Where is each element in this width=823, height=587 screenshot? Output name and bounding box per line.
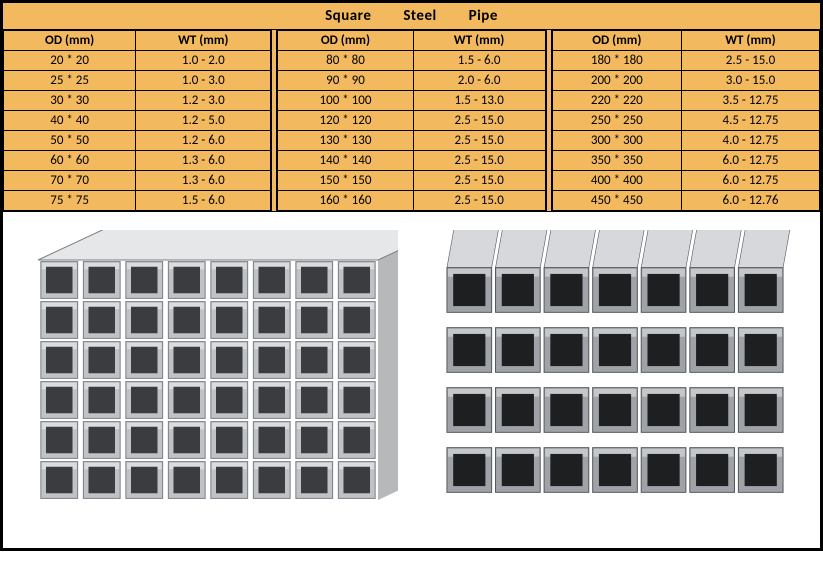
- table-row: 25 * 251.0 - 3.0: [4, 71, 271, 91]
- cell-od: 180 * 180: [552, 51, 681, 71]
- cell-od: 150 * 150: [278, 171, 413, 191]
- table-row: 70 * 701.3 - 6.0: [4, 171, 271, 191]
- spec-subtable: OD (mm)WT (mm)80 * 801.5 - 6.090 * 902.0…: [277, 30, 545, 211]
- cell-od: 20 * 20: [4, 51, 136, 71]
- cell-wt: 4.5 - 12.75: [681, 111, 819, 131]
- cell-od: 75 * 75: [4, 191, 136, 211]
- spec-subtable: OD (mm)WT (mm)20 * 201.0 - 2.025 * 251.0…: [3, 30, 271, 211]
- cell-wt: 2.5 - 15.0: [413, 111, 545, 131]
- table-row: 80 * 801.5 - 6.0: [278, 51, 545, 71]
- column-header-od: OD (mm): [552, 31, 681, 51]
- cell-wt: 2.5 - 15.0: [413, 151, 545, 171]
- pipe-stack-side-illustration: [18, 230, 398, 530]
- cell-wt: 2.5 - 15.0: [413, 131, 545, 151]
- column-header-wt: WT (mm): [681, 31, 819, 51]
- cell-wt: 1.3 - 6.0: [136, 151, 271, 171]
- table-row: 20 * 201.0 - 2.0: [4, 51, 271, 71]
- title-word: Square: [325, 7, 371, 25]
- cell-wt: 1.3 - 6.0: [136, 171, 271, 191]
- cell-od: 90 * 90: [278, 71, 413, 91]
- cell-od: 25 * 25: [4, 71, 136, 91]
- cell-od: 140 * 140: [278, 151, 413, 171]
- cell-od: 130 * 130: [278, 131, 413, 151]
- table-row: 220 * 2203.5 - 12.75: [552, 91, 819, 111]
- table-row: 130 * 1302.5 - 15.0: [278, 131, 545, 151]
- cell-od: 250 * 250: [552, 111, 681, 131]
- cell-wt: 1.2 - 3.0: [136, 91, 271, 111]
- column-header-wt: WT (mm): [136, 31, 271, 51]
- column-header-od: OD (mm): [278, 31, 413, 51]
- table-row: 160 * 1602.5 - 15.0: [278, 191, 545, 211]
- cell-wt: 1.2 - 6.0: [136, 131, 271, 151]
- table-row: 60 * 601.3 - 6.0: [4, 151, 271, 171]
- table-row: 200 * 2003.0 - 15.0: [552, 71, 819, 91]
- table-row: 250 * 2504.5 - 12.75: [552, 111, 819, 131]
- cell-wt: 1.5 - 13.0: [413, 91, 545, 111]
- cell-od: 300 * 300: [552, 131, 681, 151]
- table-row: 90 * 902.0 - 6.0: [278, 71, 545, 91]
- cell-od: 160 * 160: [278, 191, 413, 211]
- table-row: 120 * 1202.5 - 15.0: [278, 111, 545, 131]
- cell-od: 80 * 80: [278, 51, 413, 71]
- cell-od: 100 * 100: [278, 91, 413, 111]
- cell-od: 30 * 30: [4, 91, 136, 111]
- table-row: 300 * 3004.0 - 12.75: [552, 131, 819, 151]
- cell-wt: 2.5 - 15.0: [413, 171, 545, 191]
- cell-od: 350 * 350: [552, 151, 681, 171]
- cell-wt: 2.5 - 15.0: [681, 51, 819, 71]
- table-row: 400 * 4006.0 - 12.75: [552, 171, 819, 191]
- spec-sheet: Square Steel Pipe OD (mm)WT (mm)20 * 201…: [0, 0, 823, 551]
- cell-wt: 6.0 - 12.75: [681, 151, 819, 171]
- cell-od: 50 * 50: [4, 131, 136, 151]
- table-row: 100 * 1001.5 - 13.0: [278, 91, 545, 111]
- cell-wt: 1.5 - 6.0: [413, 51, 545, 71]
- table-row: 350 * 3506.0 - 12.75: [552, 151, 819, 171]
- title-word: Pipe: [469, 7, 498, 25]
- cell-od: 200 * 200: [552, 71, 681, 91]
- cell-od: 40 * 40: [4, 111, 136, 131]
- table-row: 50 * 501.2 - 6.0: [4, 131, 271, 151]
- column-header-od: OD (mm): [4, 31, 136, 51]
- cell-wt: 3.5 - 12.75: [681, 91, 819, 111]
- cell-wt: 1.0 - 2.0: [136, 51, 271, 71]
- cell-wt: 1.0 - 3.0: [136, 71, 271, 91]
- pipe-stack-end-illustration: [425, 230, 805, 530]
- table-row: 40 * 401.2 - 5.0: [4, 111, 271, 131]
- spec-subtable: OD (mm)WT (mm)180 * 1802.5 - 15.0200 * 2…: [552, 30, 820, 211]
- cell-wt: 1.5 - 6.0: [136, 191, 271, 211]
- table-row: 180 * 1802.5 - 15.0: [552, 51, 819, 71]
- cell-od: 120 * 120: [278, 111, 413, 131]
- table-row: 150 * 1502.5 - 15.0: [278, 171, 545, 191]
- table-row: 450 * 4506.0 - 12.76: [552, 191, 819, 211]
- cell-wt: 3.0 - 15.0: [681, 71, 819, 91]
- cell-od: 60 * 60: [4, 151, 136, 171]
- cell-wt: 1.2 - 5.0: [136, 111, 271, 131]
- cell-od: 220 * 220: [552, 91, 681, 111]
- table-row: 30 * 301.2 - 3.0: [4, 91, 271, 111]
- cell-od: 450 * 450: [552, 191, 681, 211]
- table-row: 140 * 1402.5 - 15.0: [278, 151, 545, 171]
- column-header-wt: WT (mm): [413, 31, 545, 51]
- cell-wt: 2.0 - 6.0: [413, 71, 545, 91]
- table-row: 75 * 751.5 - 6.0: [4, 191, 271, 211]
- title-word: Steel: [403, 7, 436, 25]
- cell-wt: 4.0 - 12.75: [681, 131, 819, 151]
- cell-od: 400 * 400: [552, 171, 681, 191]
- cell-od: 70 * 70: [4, 171, 136, 191]
- product-images-row: [3, 211, 820, 548]
- cell-wt: 2.5 - 15.0: [413, 191, 545, 211]
- cell-wt: 6.0 - 12.75: [681, 171, 819, 191]
- cell-wt: 6.0 - 12.76: [681, 191, 819, 211]
- tables-container: OD (mm)WT (mm)20 * 201.0 - 2.025 * 251.0…: [3, 30, 820, 211]
- table-title: Square Steel Pipe: [3, 3, 820, 30]
